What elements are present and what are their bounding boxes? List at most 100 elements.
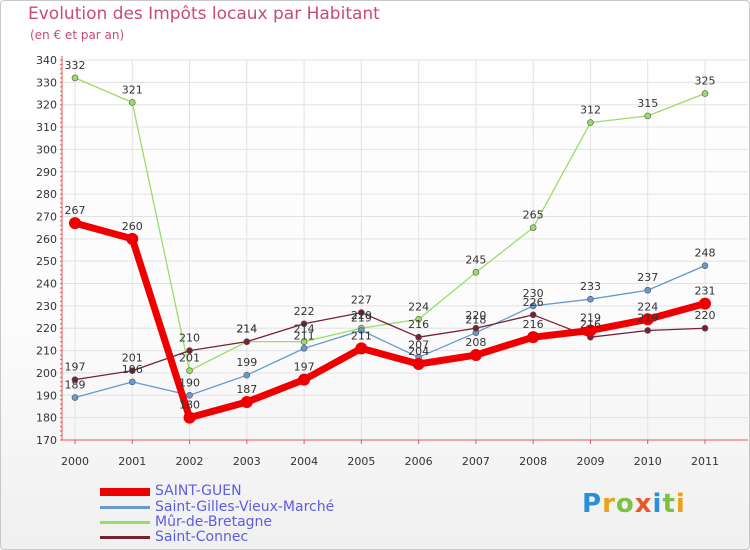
data-label-mur-de-bretagne: 265 xyxy=(523,209,544,222)
data-point-saint-guen xyxy=(183,411,196,424)
logo-letter: x xyxy=(634,489,653,519)
data-point-mur-de-bretagne xyxy=(529,224,537,231)
data-point-saint-gilles-vieux-marche xyxy=(701,262,709,269)
legend-label-mur-de-bretagne: Mûr-de-Bretagne xyxy=(155,514,273,530)
data-label-saint-gilles-vieux-marche: 189 xyxy=(65,379,86,392)
x-tick-label: 2005 xyxy=(347,455,375,468)
y-tick-label: 280 xyxy=(36,188,57,201)
data-label-saint-gilles-vieux-marche: 199 xyxy=(236,356,257,369)
data-point-mur-de-bretagne xyxy=(415,315,422,323)
data-point-saint-guen xyxy=(699,297,711,310)
data-point-saint-connec xyxy=(644,327,652,334)
data-label-mur-de-bretagne: 245 xyxy=(465,253,486,266)
y-tick-label: 300 xyxy=(36,143,57,156)
y-tick-label: 270 xyxy=(36,210,57,223)
data-label-saint-guen: 219 xyxy=(580,311,601,324)
data-label-saint-gilles-vieux-marche: 211 xyxy=(294,329,315,342)
data-point-saint-connec xyxy=(472,324,480,332)
series-line-saint-connec xyxy=(74,311,706,381)
data-label-saint-gilles-vieux-marche: 233 xyxy=(580,280,601,293)
y-tick-label: 260 xyxy=(36,233,57,246)
x-tick-label: 2001 xyxy=(118,455,146,468)
y-tick-label: 170 xyxy=(36,434,57,447)
y-tick-label: 180 xyxy=(36,412,57,425)
chart-subtitle: (en € et par an) xyxy=(30,28,125,42)
data-point-saint-connec xyxy=(186,347,193,354)
data-label-saint-guen: 197 xyxy=(294,361,315,374)
data-label-saint-gilles-vieux-marche: 219 xyxy=(351,311,372,324)
data-label-saint-connec: 222 xyxy=(294,305,315,318)
y-tick-label: 210 xyxy=(36,345,57,358)
data-point-saint-gilles-vieux-marche xyxy=(300,345,308,352)
data-point-saint-guen xyxy=(412,358,425,370)
y-tick-label: 190 xyxy=(36,389,57,402)
data-label-saint-guen: 204 xyxy=(408,345,429,358)
x-tick-label: 2007 xyxy=(462,455,490,468)
data-label-saint-gilles-vieux-marche: 190 xyxy=(179,376,200,389)
x-tick-label: 2003 xyxy=(233,455,261,468)
x-tick-label: 2006 xyxy=(405,455,433,468)
logo-letter: i xyxy=(675,489,686,519)
x-tick-label: 2009 xyxy=(576,455,604,468)
y-tick-label: 290 xyxy=(36,166,57,179)
data-point-saint-gilles-vieux-marche xyxy=(358,327,365,334)
data-point-saint-gilles-vieux-marche xyxy=(644,286,652,294)
data-label-mur-de-bretagne: 214 xyxy=(236,323,257,336)
legend-label-saint-guen: SAINT-GUEN xyxy=(155,483,242,499)
data-label-saint-connec: 226 xyxy=(523,296,544,309)
data-label-saint-gilles-vieux-marche: 248 xyxy=(695,247,716,260)
data-label-saint-connec: 214 xyxy=(236,323,257,336)
data-point-saint-gilles-vieux-marche xyxy=(243,371,251,379)
data-label-saint-gilles-vieux-marche: 196 xyxy=(122,363,143,376)
logo-letter: P xyxy=(582,489,603,519)
chart-title: Evolution des Impôts locaux par Habitant xyxy=(28,4,380,24)
data-label-saint-guen: 211 xyxy=(351,329,372,342)
data-label-saint-connec: 210 xyxy=(179,332,200,345)
x-tick-label: 2002 xyxy=(176,455,204,468)
data-point-saint-connec xyxy=(300,320,308,328)
series-line-saint-gilles-vieux-marche xyxy=(74,264,706,399)
data-point-mur-de-bretagne xyxy=(472,269,480,276)
y-tick-label: 340 xyxy=(36,54,57,67)
logo-letter: t xyxy=(662,489,676,519)
logo-letter: o xyxy=(615,489,635,519)
data-point-saint-connec xyxy=(701,324,709,332)
y-tick-label: 250 xyxy=(36,255,57,268)
data-label-mur-de-bretagne: 312 xyxy=(580,104,601,117)
y-tick-label: 240 xyxy=(36,278,57,291)
data-point-saint-guen xyxy=(527,331,540,344)
data-point-mur-de-bretagne xyxy=(186,367,193,375)
data-label-saint-guen: 187 xyxy=(236,383,257,396)
legend-item-saint-guen: SAINT-GUEN xyxy=(100,483,420,499)
data-point-mur-de-bretagne xyxy=(587,119,594,126)
data-point-mur-de-bretagne xyxy=(300,338,308,345)
x-tick-label: 2011 xyxy=(691,455,719,468)
data-label-saint-connec: 227 xyxy=(351,294,372,307)
data-point-mur-de-bretagne xyxy=(71,74,79,82)
data-point-mur-de-bretagne xyxy=(644,112,652,120)
data-label-saint-connec: 219 xyxy=(637,311,658,324)
y-tick-label: 230 xyxy=(36,300,57,313)
data-point-saint-connec xyxy=(529,311,537,319)
x-tick-label: 2008 xyxy=(519,455,547,468)
data-point-saint-guen xyxy=(69,217,81,230)
data-point-saint-connec xyxy=(128,367,136,375)
data-label-mur-de-bretagne: 214 xyxy=(294,323,315,336)
data-label-saint-guen: 267 xyxy=(65,204,86,217)
proxiti-logo: Proxiti xyxy=(582,489,686,519)
data-point-saint-guen xyxy=(641,313,654,326)
x-tick-label: 2000 xyxy=(61,455,89,468)
logo-letter: i xyxy=(652,489,663,519)
data-label-saint-guen: 208 xyxy=(465,336,486,349)
data-label-saint-guen: 231 xyxy=(695,285,716,298)
data-label-saint-gilles-vieux-marche: 230 xyxy=(523,287,544,300)
data-label-saint-connec: 220 xyxy=(465,309,486,322)
data-point-saint-guen xyxy=(298,373,311,386)
data-label-saint-connec: 216 xyxy=(580,318,601,331)
data-label-saint-gilles-vieux-marche: 218 xyxy=(465,314,486,327)
legend-swatch-saint-gilles xyxy=(100,506,150,509)
logo-letter: r xyxy=(602,489,616,519)
legend-label-saint-gilles: Saint-Gilles-Vieux-Marché xyxy=(155,499,335,515)
data-label-mur-de-bretagne: 220 xyxy=(351,309,372,322)
